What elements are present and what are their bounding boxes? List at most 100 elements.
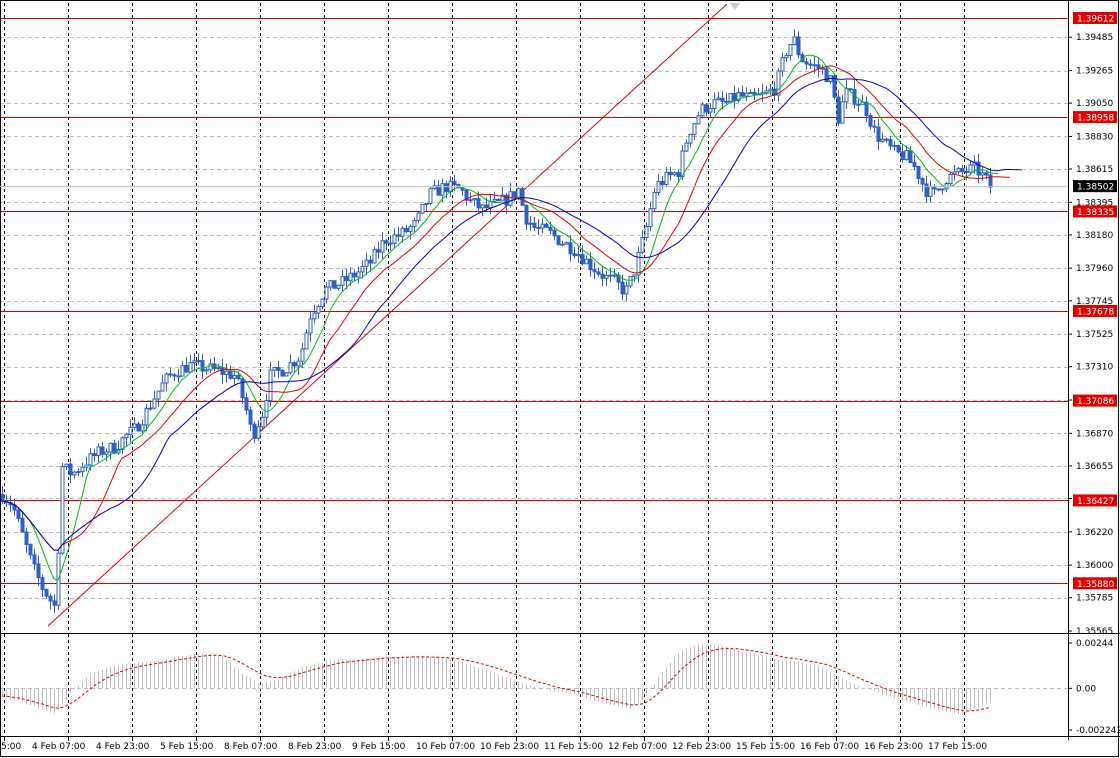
candle-body	[984, 172, 989, 176]
time-tick-label: 8 Feb 23:00	[288, 742, 342, 752]
candle-body	[136, 423, 141, 432]
level-price-badge	[1073, 12, 1117, 24]
candle-body	[268, 369, 273, 401]
candle-body	[904, 150, 909, 161]
candle-body	[524, 204, 529, 225]
candle-body	[252, 423, 257, 439]
candle-body	[816, 64, 821, 69]
candle-body	[292, 362, 297, 367]
candle-body	[392, 234, 397, 244]
candle-body	[452, 180, 457, 185]
candle-body	[128, 426, 133, 435]
level-price-label: 1.37086	[1077, 397, 1114, 407]
candle-body	[528, 222, 533, 225]
candle-body	[336, 284, 341, 289]
candle-body	[672, 172, 677, 176]
candle-body	[920, 178, 925, 185]
price-tick-label: 1.38180	[1076, 231, 1113, 241]
candle-body	[960, 167, 965, 173]
candle-body	[588, 258, 593, 271]
time-tick-label: 4 Feb 23:00	[96, 742, 150, 752]
candle-body	[172, 374, 177, 377]
candle-body	[748, 91, 753, 94]
candle-body	[596, 271, 601, 275]
price-tick-label: 1.38615	[1076, 165, 1113, 175]
price-tick-label: 1.37960	[1076, 264, 1113, 274]
candle-body	[248, 409, 253, 425]
level-price-badge	[1073, 494, 1117, 507]
candle-body	[636, 251, 641, 276]
price-tick-label: 1.37525	[1076, 330, 1113, 340]
candle-body	[768, 88, 773, 92]
candle-body	[164, 373, 169, 384]
candle-body	[408, 226, 413, 233]
candle-body	[20, 517, 25, 533]
candle-body	[412, 220, 417, 228]
candle-body	[120, 437, 125, 451]
candle-body	[24, 531, 29, 545]
trend-line	[47, 3, 740, 627]
candle-body	[28, 543, 33, 556]
candle-body	[236, 375, 241, 380]
horizontal-levels	[0, 18, 1068, 584]
candle-body	[512, 191, 517, 198]
candle-body	[288, 362, 293, 374]
candle-body	[108, 442, 113, 453]
candle-body	[900, 151, 905, 161]
candle-body	[568, 242, 573, 255]
candle-body	[440, 183, 445, 196]
candle-body	[472, 198, 477, 201]
candle-body	[436, 185, 441, 196]
candle-body	[784, 54, 789, 59]
candle-body	[792, 36, 797, 46]
price-tick-label: 1.38830	[1076, 132, 1113, 142]
trend-line-segment	[47, 3, 728, 627]
level-price-badge	[1073, 205, 1117, 218]
candle-body	[856, 103, 861, 106]
candle-body	[716, 97, 721, 101]
candle-body	[552, 229, 557, 237]
candle-body	[216, 367, 221, 370]
current-price-badge	[1073, 180, 1117, 193]
candle-body	[444, 183, 449, 193]
candle-body	[152, 398, 157, 409]
candle-body	[76, 471, 81, 474]
candle-body	[520, 188, 525, 206]
candle-body	[684, 142, 689, 152]
price-tick-label: 1.35785	[1076, 594, 1113, 604]
price-axis: 1.39485 1.39265 1.39050 1.38830 1.38615 1.383…	[0, 12, 1120, 736]
price-tick-label: 1.36220	[1076, 528, 1113, 538]
candle-body	[644, 225, 649, 238]
candle-body	[928, 185, 933, 197]
time-tick-label: 5 Feb 15:00	[160, 742, 214, 752]
candle-body	[708, 107, 713, 113]
candle-body	[796, 36, 801, 56]
candle-body	[84, 464, 89, 468]
candle-body	[500, 194, 505, 201]
candle-body	[428, 188, 433, 204]
candle-body	[380, 240, 385, 253]
candle-body	[100, 446, 105, 455]
candle-body	[48, 595, 53, 602]
candle-body	[592, 269, 597, 273]
candle-body	[188, 362, 193, 373]
candle-body	[540, 223, 545, 229]
level-price-label: 1.39612	[1077, 15, 1114, 25]
candle-body	[916, 165, 921, 180]
time-tick-label: 16 Feb 07:00	[800, 742, 859, 752]
level-price-label: 1.36427	[1077, 497, 1114, 507]
candle-body	[308, 318, 313, 334]
candle-body	[700, 104, 705, 117]
chart-grid	[0, 3, 1068, 736]
time-tick-label: 15 Feb 15:00	[736, 742, 795, 752]
candle-body	[416, 212, 421, 222]
time-tick-label: 12 Feb 07:00	[608, 742, 667, 752]
candles	[0, 29, 993, 614]
candle-body	[608, 274, 613, 277]
candle-body	[148, 407, 153, 410]
oscillator-panel	[1, 643, 991, 715]
candle-body	[140, 424, 145, 432]
